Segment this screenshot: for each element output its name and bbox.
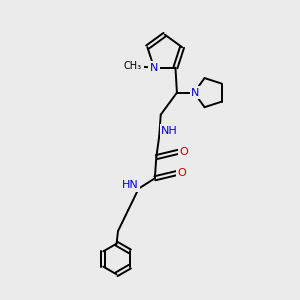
Text: N: N [150,63,158,73]
Text: O: O [178,168,187,178]
Text: CH₃: CH₃ [124,61,142,70]
Text: O: O [179,147,188,157]
Text: HN: HN [122,180,139,190]
Text: N: N [191,88,200,98]
Text: NH: NH [161,126,178,136]
